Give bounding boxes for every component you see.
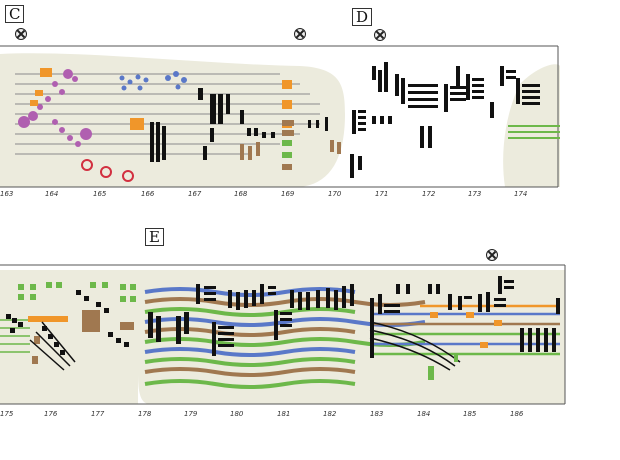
measure-number: 163 bbox=[0, 190, 14, 198]
black-block-clusters-section-d bbox=[350, 62, 540, 178]
black-block-clusters-system-2 bbox=[148, 276, 560, 358]
measure-number: 171 bbox=[375, 190, 389, 198]
violet-note-cluster bbox=[18, 69, 92, 147]
x-circle-marker-icon bbox=[486, 249, 498, 261]
brown-green-stacks bbox=[240, 120, 341, 170]
right-orange-blocks bbox=[430, 312, 502, 348]
measure-number: 172 bbox=[422, 190, 436, 198]
blue-note-cluster bbox=[119, 71, 187, 91]
measure-number: 183 bbox=[370, 410, 384, 418]
measure-number: 170 bbox=[328, 190, 342, 198]
left-brown-blocks bbox=[32, 310, 134, 364]
measure-number: 185 bbox=[463, 410, 477, 418]
measure-number: 166 bbox=[141, 190, 155, 198]
score-system-1 bbox=[0, 45, 560, 188]
measure-number: 178 bbox=[138, 410, 152, 418]
black-block-clusters-system-1 bbox=[150, 88, 328, 162]
left-orange-bar bbox=[28, 316, 68, 322]
measure-number: 167 bbox=[188, 190, 202, 198]
measure-number: 174 bbox=[514, 190, 528, 198]
measure-number: 176 bbox=[44, 410, 58, 418]
green-marks-system-1 bbox=[282, 140, 292, 158]
measure-number: 175 bbox=[0, 410, 14, 418]
measure-number: 165 bbox=[93, 190, 107, 198]
green-lines-section-d bbox=[508, 125, 560, 139]
left-black-diagonals bbox=[29, 321, 76, 371]
section-label-e: E bbox=[145, 228, 164, 246]
measure-number: 177 bbox=[91, 410, 105, 418]
left-black-dots bbox=[6, 290, 129, 355]
measure-number: 164 bbox=[45, 190, 59, 198]
section-label-d: D bbox=[352, 8, 373, 26]
left-green-squares bbox=[18, 282, 136, 302]
measure-number: 180 bbox=[230, 410, 244, 418]
x-circle-marker-icon bbox=[15, 28, 27, 40]
measure-number: 182 bbox=[323, 410, 337, 418]
system-2-background-left bbox=[0, 270, 138, 404]
x-circle-marker-icon bbox=[374, 29, 386, 41]
section-label-c: C bbox=[5, 5, 25, 23]
measure-number: 169 bbox=[281, 190, 295, 198]
score-system-2 bbox=[0, 264, 566, 405]
x-circle-marker-icon bbox=[294, 28, 306, 40]
measure-number: 168 bbox=[234, 190, 248, 198]
converging-black-lines bbox=[369, 321, 461, 371]
right-green-blocks bbox=[428, 354, 458, 380]
measure-number: 179 bbox=[184, 410, 198, 418]
measure-number: 184 bbox=[417, 410, 431, 418]
measure-number: 186 bbox=[510, 410, 524, 418]
measure-number: 173 bbox=[468, 190, 482, 198]
red-note-circles bbox=[81, 159, 134, 182]
measure-number: 181 bbox=[277, 410, 291, 418]
